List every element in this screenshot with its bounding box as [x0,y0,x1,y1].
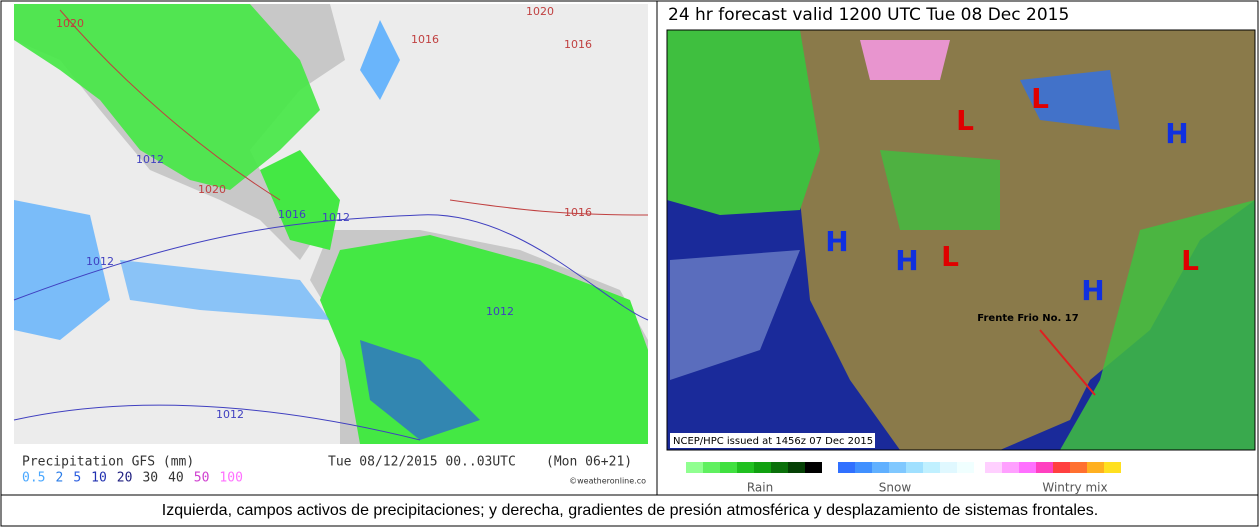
legend-swatch [838,462,855,473]
isobar-label: 1016 [278,208,306,221]
caption: Izquierda, campos activos de precipitaci… [162,502,1099,519]
isobar-label: 1012 [322,211,350,224]
legend-swatch [737,462,754,473]
isobar-label: 1012 [86,255,114,268]
legend-swatch [1019,462,1036,473]
scale-label: 0.5 [22,471,45,486]
credit: ©weatheronline.co [569,477,646,486]
legend-label: Wintry mix [1042,481,1107,495]
pressure-center: H [1081,274,1104,307]
pressure-center: L [1031,82,1049,115]
isobar-label: 1016 [564,38,592,51]
map-title: 24 hr forecast valid 1200 UTC Tue 08 Dec… [668,5,1069,25]
legend-swatch [686,462,703,473]
legend-swatch [985,462,1002,473]
issued-box [670,433,875,448]
legend-swatch [1036,462,1053,473]
isobar-label: 1020 [526,5,554,18]
legend-swatch [720,462,737,473]
legend-swatch [855,462,872,473]
isobar-label: 1016 [564,206,592,219]
legend-swatch [771,462,788,473]
isobar-label: 1020 [56,17,84,30]
legend-swatch [703,462,720,473]
legend-run: (Mon 06+21) [546,455,632,470]
scale-label: 40 [168,471,184,486]
pressure-center: L [956,104,974,137]
pressure-center: H [825,225,848,258]
legend-swatch [889,462,906,473]
legend-swatch [754,462,771,473]
legend-swatch [1104,462,1121,473]
pressure-center: L [941,240,959,273]
pressure-center: L [1181,244,1199,277]
left-map [13,4,649,444]
legend-swatch [940,462,957,473]
legend-date: Tue 08/12/2015 00..03UTC [328,455,516,470]
isobar-label: 1012 [486,305,514,318]
legend-swatch [1070,462,1087,473]
legend-label: Rain [747,481,773,495]
legend-swatch [1087,462,1104,473]
front-annotation: Frente Frio No. 17 [977,313,1078,324]
legend-swatch [872,462,889,473]
legend-swatch [1053,462,1070,473]
right-map [666,29,1256,451]
legend-swatch [1002,462,1019,473]
legend-swatch [923,462,940,473]
legend-swatch [788,462,805,473]
scale-label: 2 [55,471,63,486]
legend-label: Snow [879,481,912,495]
isobar-label: 1020 [198,183,226,196]
scale-label: 20 [117,471,133,486]
isobar-label: 1016 [411,33,439,46]
scale-label: 30 [142,471,158,486]
legend-title: Precipitation GFS (mm) [22,455,194,470]
scale-label: 50 [194,471,210,486]
scale-label: 10 [91,471,107,486]
scale-label: 100 [219,471,242,486]
legend-swatch [906,462,923,473]
isobar-label: 1012 [216,408,244,421]
issued-note: NCEP/HPC issued at 1456z 07 Dec 2015 [673,436,873,447]
isobar-label: 1012 [136,153,164,166]
legend-swatch [957,462,974,473]
legend-swatch [805,462,822,473]
pressure-center: H [1165,117,1188,150]
scale-label: 5 [73,471,81,486]
pressure-center: H [895,244,918,277]
